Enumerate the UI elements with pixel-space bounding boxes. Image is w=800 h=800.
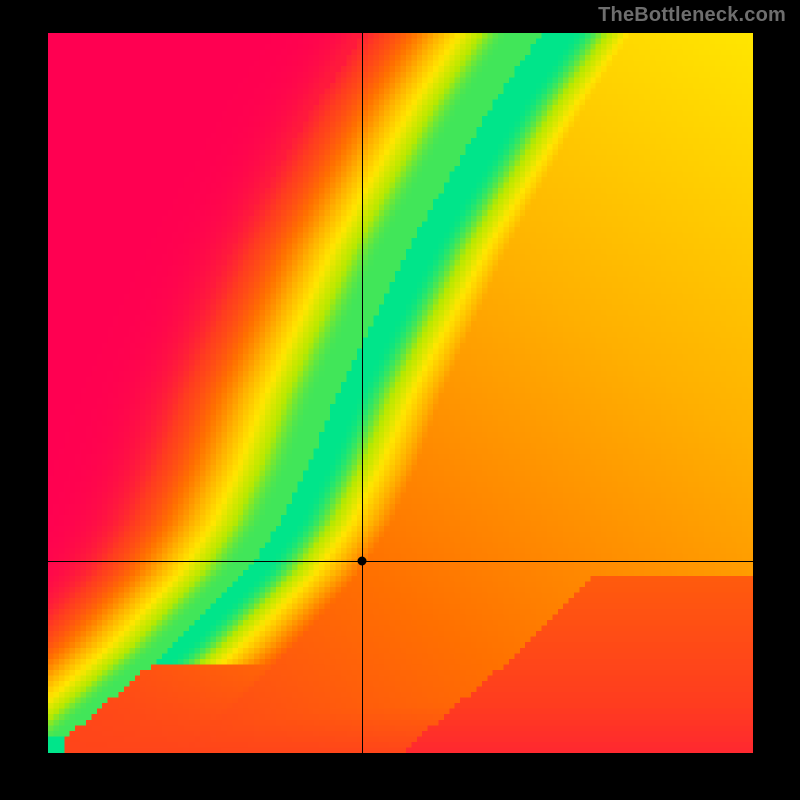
figure-container: TheBottleneck.com xyxy=(0,0,800,800)
crosshair-marker xyxy=(357,556,366,565)
watermark-text: TheBottleneck.com xyxy=(598,4,786,27)
crosshair-horizontal xyxy=(48,561,753,562)
crosshair-vertical xyxy=(362,33,363,753)
heatmap-canvas xyxy=(48,33,753,753)
plot-area xyxy=(48,33,753,753)
